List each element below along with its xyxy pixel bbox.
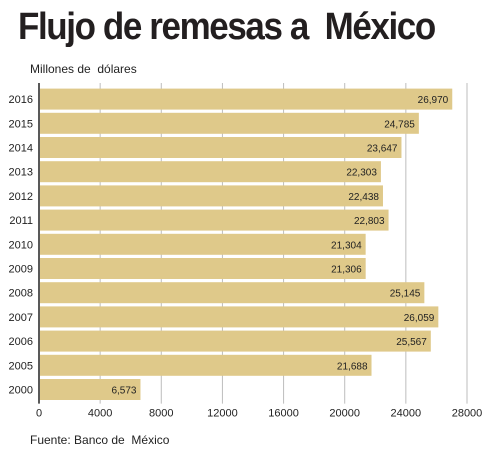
- labels: 0 4000 8000 12000 16000 20000 24000 28000 2016 26…: [9, 94, 483, 420]
- x-tick-label: 28000: [452, 408, 483, 420]
- y-tick-label: 2016: [9, 94, 33, 106]
- bar-2015: [40, 112, 419, 134]
- bar-2000: [40, 379, 141, 400]
- y-tick-label: 2009: [9, 264, 33, 276]
- y-tick-label: 2005: [9, 360, 33, 372]
- x-tick-label: 16000: [268, 408, 299, 420]
- x-tick-label: 20000: [329, 408, 360, 420]
- bar-2010: [40, 233, 366, 255]
- x-tick-label: 8000: [149, 408, 173, 420]
- chart-source: Fuente: Banco de México: [30, 433, 170, 447]
- value-label: 21,306: [331, 265, 362, 276]
- value-label: 26,059: [404, 313, 435, 324]
- y-tick-label: 2006: [9, 336, 33, 348]
- value-label: 21,304: [331, 240, 362, 251]
- bar-2009: [40, 258, 366, 279]
- bar-2006: [40, 330, 431, 352]
- y-tick-label: 2010: [9, 239, 33, 251]
- bar-2005: [40, 354, 372, 376]
- bars: [40, 88, 453, 400]
- value-label: 24,785: [384, 119, 415, 130]
- bar-2007: [40, 306, 439, 328]
- value-label: 6,573: [111, 386, 136, 397]
- bar-2011: [40, 209, 389, 231]
- bar-2012: [40, 185, 383, 207]
- y-tick-label: 2000: [9, 385, 33, 397]
- y-tick-label: 2013: [9, 167, 33, 179]
- value-label: 25,567: [396, 337, 427, 348]
- chart-subtitle: Millones de dólares: [30, 62, 137, 76]
- bar-2014: [40, 137, 402, 158]
- y-tick-label: 2015: [9, 118, 33, 130]
- bar-2008: [40, 282, 425, 304]
- y-tick-label: 2008: [9, 288, 33, 300]
- bar-2016: [40, 88, 453, 110]
- value-label: 22,438: [348, 192, 379, 203]
- value-label: 25,145: [390, 289, 421, 300]
- y-tick-label: 2007: [9, 312, 33, 324]
- chart-title: Flujo de remesas a México: [18, 6, 436, 48]
- x-tick-label: 12000: [207, 408, 238, 420]
- value-label: 21,688: [337, 361, 368, 372]
- value-label: 23,647: [367, 144, 398, 155]
- x-tick-label: 4000: [88, 408, 112, 420]
- x-tick-label: 0: [36, 408, 42, 420]
- value-label: 26,970: [418, 95, 449, 106]
- bar-2013: [40, 161, 381, 183]
- y-tick-label: 2012: [9, 191, 33, 203]
- x-tick-label: 24000: [391, 408, 422, 420]
- y-tick-label: 2011: [9, 215, 33, 227]
- y-tick-label: 2014: [9, 143, 33, 155]
- value-label: 22,803: [354, 216, 385, 227]
- value-label: 22,303: [346, 168, 377, 179]
- bar-chart: 0 4000 8000 12000 16000 20000 24000 28000 2016 26…: [9, 83, 483, 420]
